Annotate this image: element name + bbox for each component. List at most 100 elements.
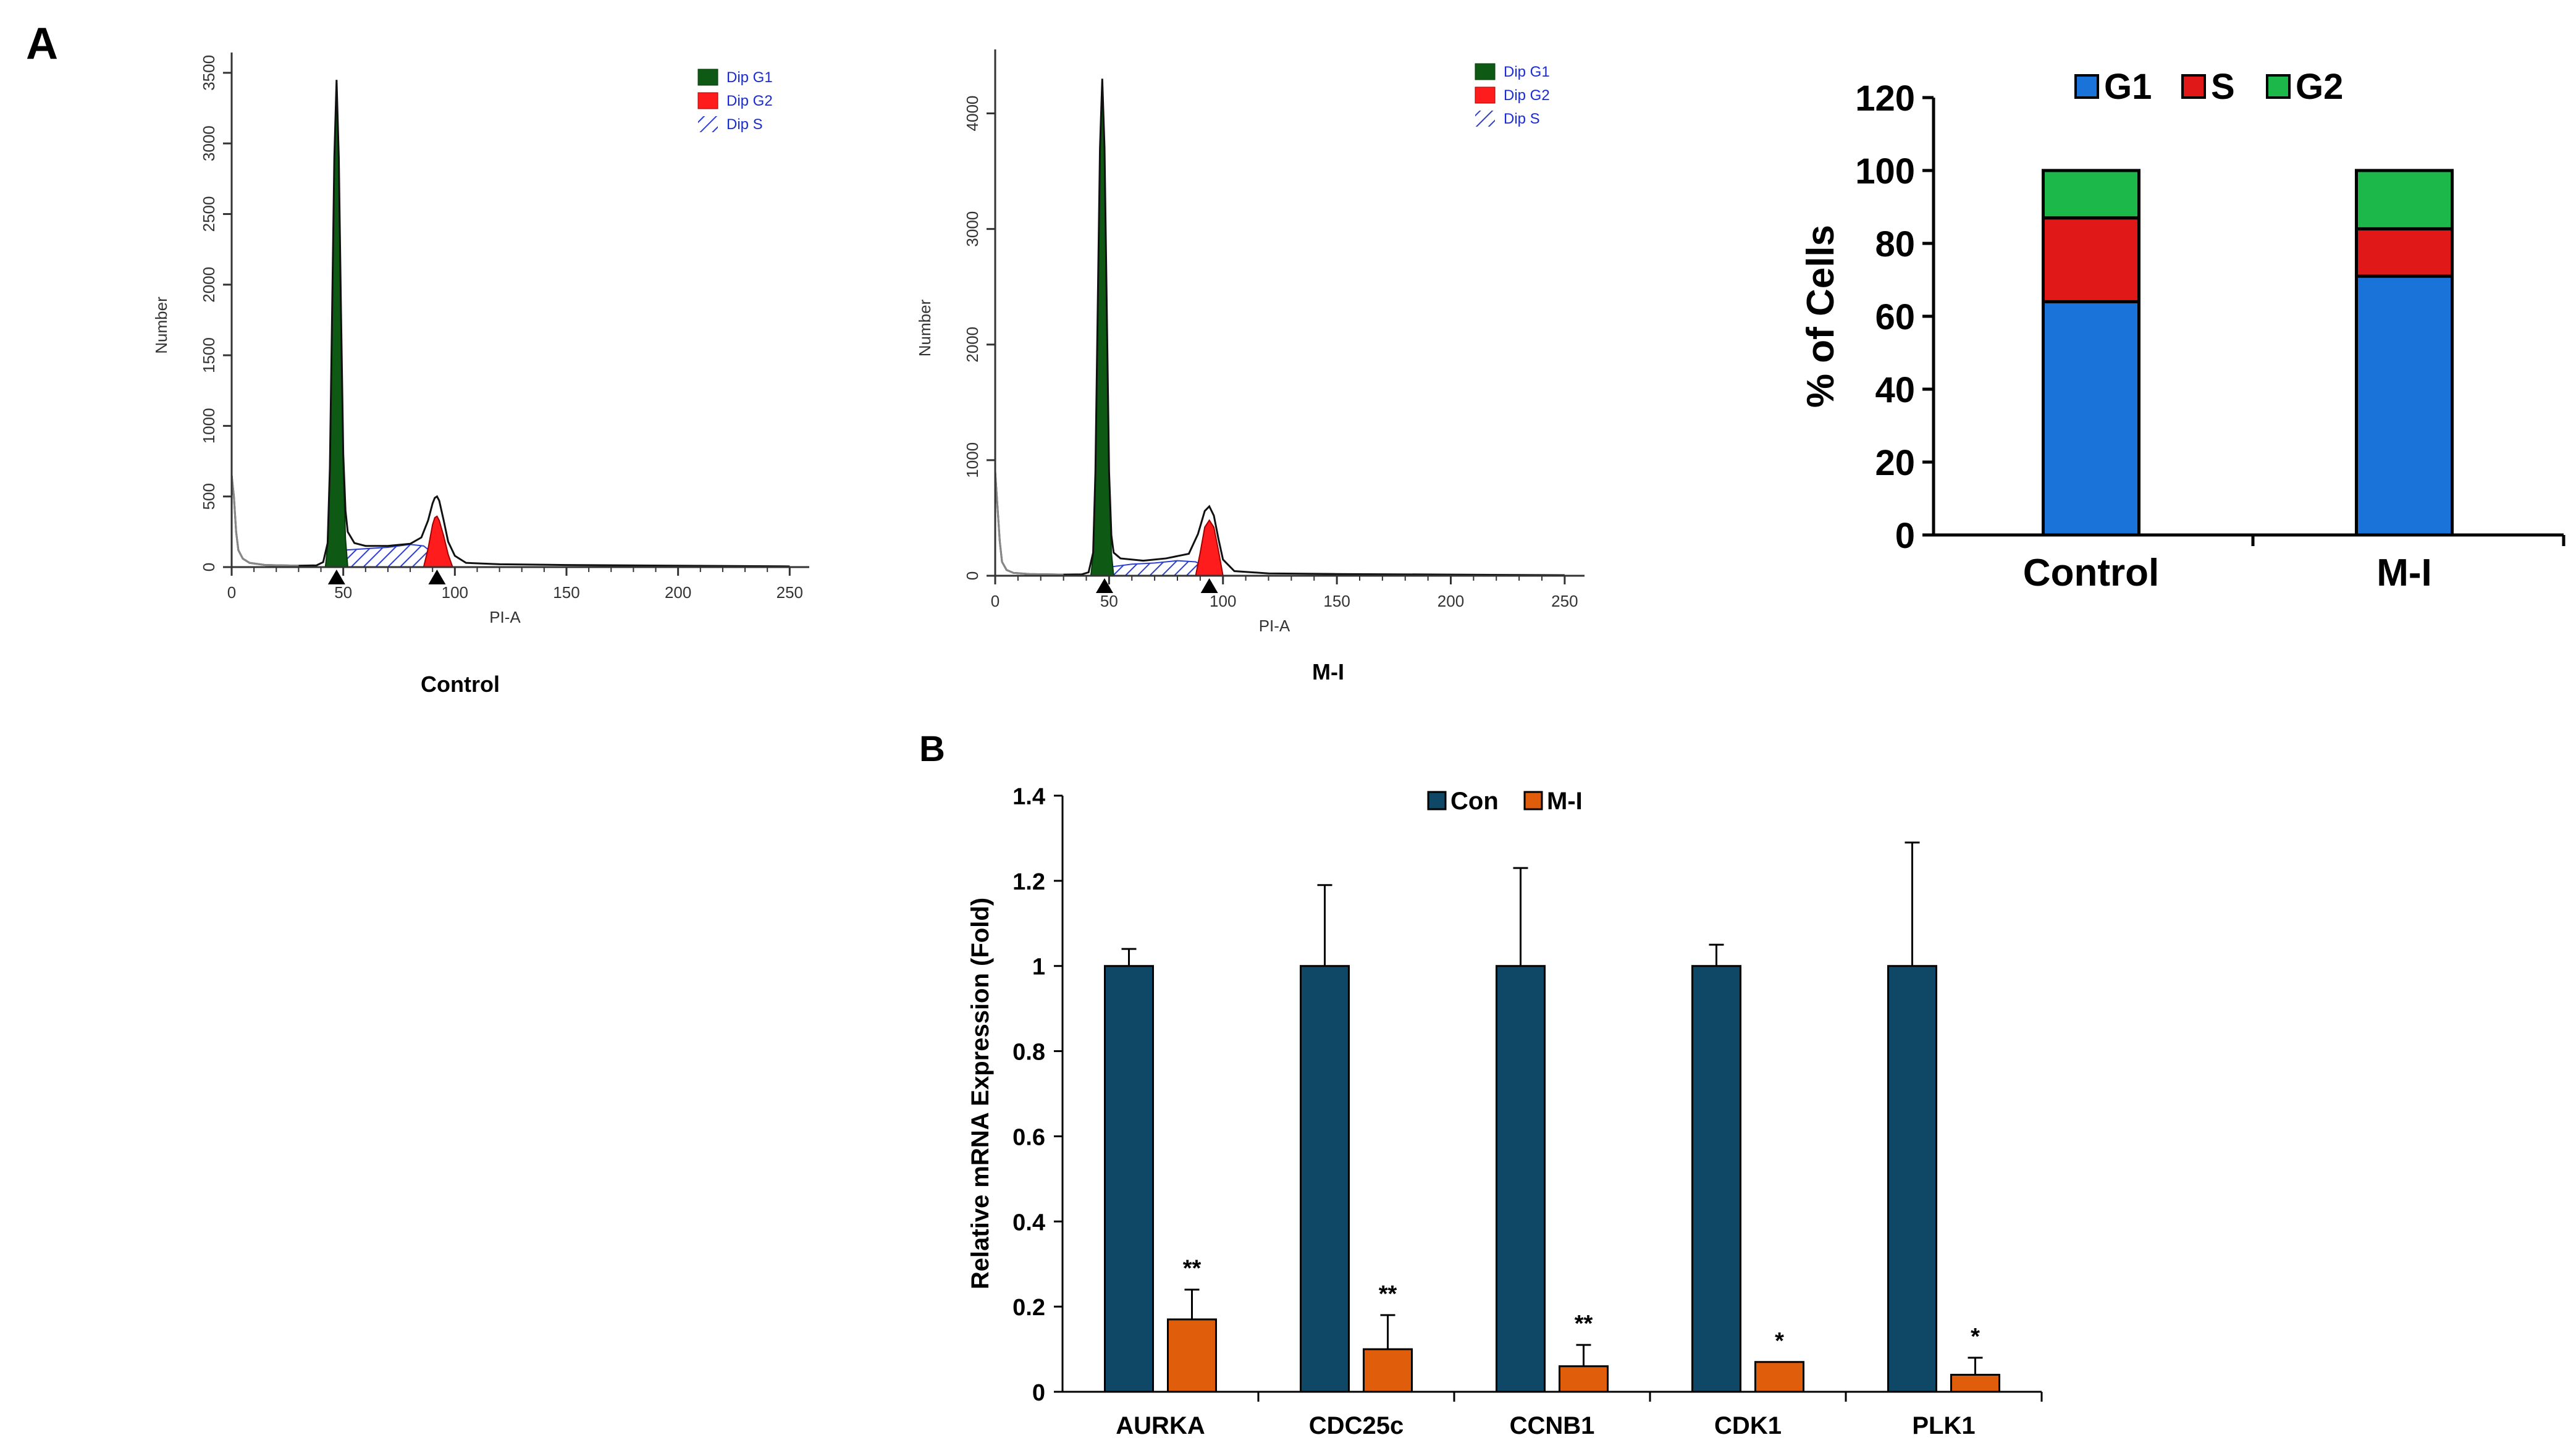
x-tick-label: Control	[2023, 552, 2159, 594]
legend-label: Dip G2	[726, 93, 773, 109]
stacked-bar-segment	[2042, 300, 2140, 537]
bar	[1167, 1318, 1217, 1393]
legend-swatch	[2266, 74, 2291, 99]
x-tick-label: 200	[665, 583, 691, 602]
panel-label-b: B	[919, 729, 945, 769]
y-tick-label: 3000	[963, 211, 982, 247]
y-tick-label: 1.2	[1012, 869, 1045, 895]
x-tick-label: 0	[991, 592, 1000, 610]
bar	[1104, 965, 1154, 1393]
peak-marker-triangle	[1200, 578, 1218, 593]
stacked-bar-chart: Control M-I 0 20 40 60 80 100 120 % of Cells G1 S G2	[1799, 67, 2565, 594]
legend-label: Dip G2	[1504, 87, 1550, 104]
x-tick-label: 150	[1323, 592, 1350, 610]
x-tick-label: CDK1	[1714, 1412, 1782, 1439]
peak-marker-triangle	[1096, 578, 1113, 593]
legend-label: Dip S	[1504, 111, 1540, 127]
y-tick-label: 0	[1032, 1380, 1045, 1406]
y-tick-label: 0.8	[1012, 1040, 1045, 1066]
debris-curve	[230, 475, 299, 567]
significance-label: **	[1575, 1311, 1593, 1337]
legend-swatch	[1475, 63, 1496, 80]
legend-label: Dip S	[726, 116, 763, 133]
legend-label: S	[2211, 67, 2235, 107]
x-tick-label: 50	[1100, 592, 1118, 610]
legend-swatch	[697, 92, 718, 109]
legend-swatch	[1475, 86, 1496, 104]
bar	[1300, 965, 1350, 1393]
bar	[1950, 1373, 2000, 1393]
y-tick-label: 1500	[200, 337, 218, 373]
y-axis-label: Number	[915, 299, 934, 356]
bar	[1559, 1365, 1609, 1393]
y-tick-label: 120	[1855, 78, 1915, 119]
legend-label: G1	[2104, 67, 2152, 107]
y-tick-label: 1	[1032, 954, 1045, 980]
x-tick-label: 100	[1210, 592, 1236, 610]
bar	[1363, 1348, 1413, 1393]
x-tick-label: 200	[1437, 592, 1464, 610]
y-axis-label: Relative mRNA Expression (Fold)	[967, 898, 994, 1289]
debris-curve	[994, 471, 1064, 576]
y-tick-label: 60	[1875, 297, 1915, 337]
histogram-mi: 0 50 100 150 200 250 0 1000 2000 3000 4000 PI-A Numb…	[915, 49, 1585, 684]
peak-marker-triangle	[428, 570, 446, 584]
x-tick-label: M-I	[2376, 552, 2432, 594]
legend-swatch	[1475, 111, 1495, 127]
legend-swatch	[698, 116, 718, 132]
y-tick-label: 2000	[200, 267, 218, 303]
x-axis-label: PI-A	[489, 608, 521, 626]
y-tick-label: 3500	[200, 55, 218, 91]
x-tick-label: 150	[553, 583, 579, 602]
histogram-control: 0 50 100 150 200 2500500100015002000250030003…	[152, 53, 809, 697]
y-tick-label: 20	[1875, 443, 1915, 483]
expression-bar-chart: ** AURKA ** CDC25c ** CCNB1 * CDK1 * PLK1 0 0.2 0.4 0…	[967, 784, 2043, 1439]
significance-label: *	[1971, 1324, 1980, 1350]
y-tick-label: 1000	[963, 442, 982, 478]
bar	[1887, 965, 1937, 1393]
y-tick-label: 40	[1875, 370, 1915, 410]
x-tick-label: 250	[777, 583, 803, 602]
y-tick-label: 100	[1855, 151, 1915, 192]
significance-label: *	[1775, 1328, 1784, 1354]
y-tick-label: 0.2	[1012, 1295, 1045, 1321]
y-tick-label: 2000	[963, 327, 982, 363]
histogram-envelope	[230, 80, 790, 568]
x-tick-label: AURKA	[1116, 1412, 1205, 1439]
phase-g2-peak	[423, 515, 454, 568]
significance-label: **	[1183, 1256, 1202, 1282]
legend-label: M-I	[1547, 788, 1583, 815]
bar	[1496, 965, 1546, 1393]
y-tick-label: 3000	[200, 125, 218, 161]
stacked-bar-segment	[2355, 274, 2454, 537]
x-tick-label: CCNB1	[1510, 1412, 1595, 1439]
x-tick-label: 250	[1551, 592, 1578, 610]
x-tick-label: PLK1	[1912, 1412, 1975, 1439]
legend-swatch	[1523, 791, 1543, 810]
y-tick-label: 80	[1875, 224, 1915, 264]
x-axis-label: PI-A	[1259, 617, 1290, 635]
legend-label: G2	[2296, 67, 2343, 107]
legend-label: Dip G1	[726, 69, 773, 86]
bar	[1691, 965, 1741, 1393]
legend-label: Dip G1	[1504, 64, 1550, 80]
y-tick-label: 500	[200, 483, 218, 510]
stacked-bar-segment	[2042, 216, 2140, 303]
y-tick-label: 0.4	[1012, 1210, 1045, 1235]
x-tick-label: 100	[442, 583, 468, 602]
y-tick-label: 2500	[200, 196, 218, 232]
phase-g2-peak	[1195, 519, 1224, 576]
y-tick-label: 0	[200, 563, 218, 571]
legend-swatch	[1427, 791, 1447, 810]
peak-marker-triangle	[327, 570, 345, 584]
x-tick-label: 50	[334, 583, 352, 602]
y-tick-label: 0.6	[1012, 1124, 1045, 1150]
x-tick-label: CDC25c	[1309, 1412, 1404, 1439]
y-tick-label: 0	[963, 571, 982, 580]
histogram-envelope	[994, 78, 1565, 576]
stacked-bar-segment	[2355, 227, 2454, 278]
legend-label: Con	[1450, 788, 1499, 815]
significance-label: **	[1379, 1281, 1397, 1307]
y-tick-label: 0	[1895, 516, 1915, 556]
